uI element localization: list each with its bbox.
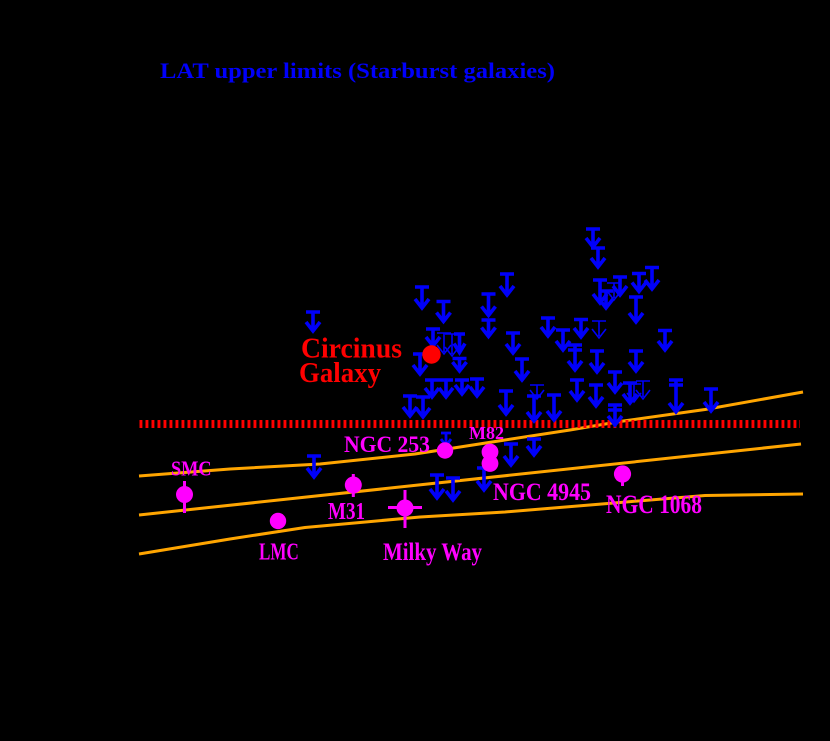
svg-text:M82: M82 bbox=[469, 423, 504, 443]
svg-text:NGC 1068: NGC 1068 bbox=[606, 490, 702, 519]
svg-text:NGC 4945: NGC 4945 bbox=[493, 477, 591, 506]
svg-text:NGC 253: NGC 253 bbox=[344, 432, 430, 457]
svg-text:M31: M31 bbox=[328, 499, 365, 525]
svg-text:Galaxy: Galaxy bbox=[299, 358, 381, 389]
svg-text:SMC: SMC bbox=[171, 457, 212, 481]
svg-text:Milky Way: Milky Way bbox=[383, 537, 482, 566]
svg-text:LMC: LMC bbox=[259, 538, 299, 565]
svg-text:LAT upper limits (Starburst ga: LAT upper limits (Starburst galaxies) bbox=[160, 58, 555, 83]
svg-text:Circinus: Circinus bbox=[301, 334, 402, 365]
